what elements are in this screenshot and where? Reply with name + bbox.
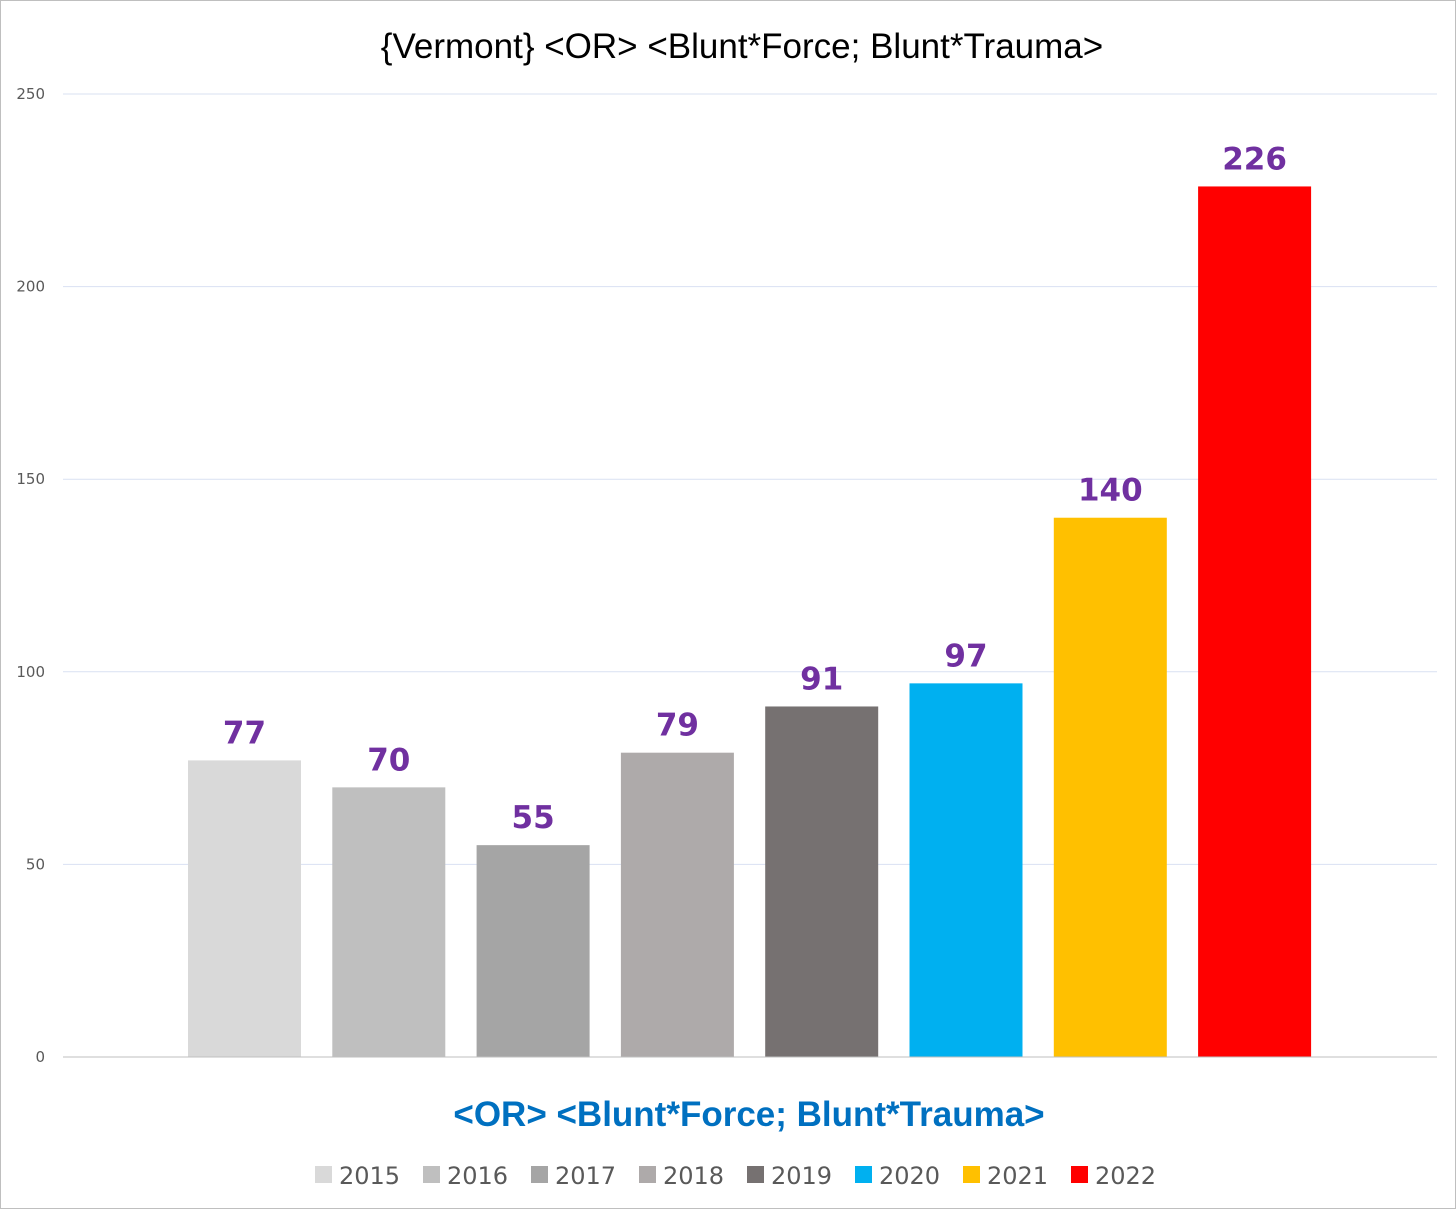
y-tick-label: 50: [26, 855, 45, 873]
bar-2016: [332, 787, 446, 1057]
legend-label-2016: 2016: [447, 1162, 508, 1190]
legend-swatch-2022: [1071, 1166, 1088, 1183]
bar-2018: [620, 752, 734, 1057]
bar-2019: [765, 706, 879, 1057]
bar-2020: [909, 683, 1023, 1057]
y-tick-label: 100: [16, 663, 45, 681]
x-axis-label: <OR> <Blunt*Force; Blunt*Trauma>: [453, 1095, 1044, 1134]
legend-label-2015: 2015: [339, 1162, 400, 1190]
y-tick-label: 200: [16, 278, 45, 296]
legend-swatch-2016: [423, 1166, 440, 1183]
bar-2021: [1053, 517, 1167, 1057]
legend-swatch-2021: [963, 1166, 980, 1183]
legend-label-2020: 2020: [879, 1162, 940, 1190]
data-labels: 77 70 55 79 91 97 140 226: [223, 141, 1287, 836]
bars: [188, 186, 1312, 1057]
legend-swatch-2019: [747, 1166, 764, 1183]
data-label-2015: 77: [223, 715, 266, 751]
data-label-2022: 226: [1222, 141, 1287, 177]
legend-label-2021: 2021: [987, 1162, 1048, 1190]
legend-label-2022: 2022: [1095, 1162, 1156, 1190]
legend: 2015 2016 2017 2018 2019 2020 2021 2022: [315, 1162, 1156, 1190]
legend-swatch-2017: [531, 1166, 548, 1183]
bar-2017: [476, 845, 590, 1057]
bar-2015: [188, 760, 301, 1057]
legend-label-2017: 2017: [555, 1162, 616, 1190]
y-tick-label: 150: [16, 470, 45, 488]
data-label-2018: 79: [656, 708, 699, 744]
data-label-2017: 55: [512, 800, 555, 836]
data-label-2019: 91: [800, 661, 843, 697]
legend-swatch-2018: [639, 1166, 656, 1183]
y-tick-label: 0: [35, 1048, 45, 1066]
y-axis-ticks: 0 50 100 150 200 250: [16, 85, 45, 1066]
legend-label-2018: 2018: [663, 1162, 724, 1190]
data-label-2021: 140: [1078, 473, 1143, 509]
legend-label-2019: 2019: [771, 1162, 832, 1190]
chart-title: {Vermont} <OR> <Blunt*Force; Blunt*Traum…: [381, 27, 1103, 66]
bar-2022: [1198, 186, 1312, 1057]
legend-swatch-2015: [315, 1166, 332, 1183]
data-label-2020: 97: [944, 638, 987, 674]
legend-swatch-2020: [855, 1166, 872, 1183]
data-label-2016: 70: [367, 742, 410, 778]
y-tick-label: 250: [16, 85, 45, 103]
